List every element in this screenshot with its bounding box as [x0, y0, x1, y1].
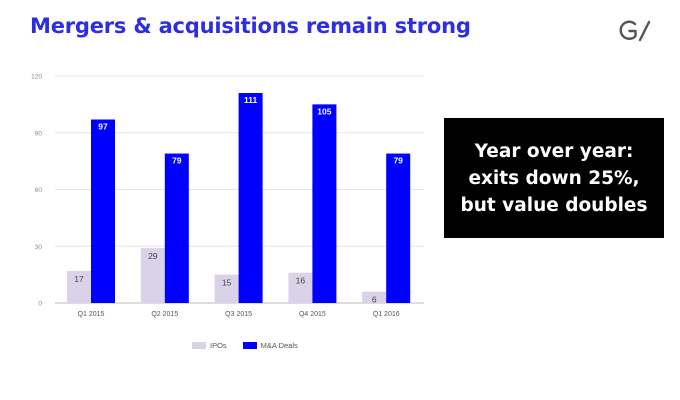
callout-text: Year over year: exits down 25%, but valu… [460, 140, 648, 216]
data-label-ipos: 15 [222, 278, 232, 288]
data-label-ipos: 17 [74, 274, 84, 284]
legend-item-ma-deals: M&A Deals [242, 341, 298, 350]
bar-ma-deals [312, 104, 337, 303]
bar-ma-deals [164, 153, 189, 303]
legend-label-ipos: IPOs [210, 341, 227, 350]
callout-box: Year over year: exits down 25%, but valu… [444, 118, 664, 238]
bar-ipos [67, 270, 91, 303]
bar-ipos [362, 291, 387, 303]
slide-title: Mergers & acquisitions remain strong [30, 14, 471, 38]
bar-ma-deals [91, 119, 115, 303]
bar-ipos [140, 248, 165, 303]
x-tick-label: Q2 2015 [151, 311, 178, 318]
y-tick-label: 90 [35, 130, 43, 137]
chart-legend: IPOs M&A Deals [192, 341, 314, 350]
bar-ipos [214, 274, 239, 303]
data-label-ma-deals: 105 [317, 106, 331, 116]
data-label-ipos: 29 [148, 251, 158, 261]
bar-ipos [288, 272, 313, 303]
x-tick-label: Q1 2016 [373, 311, 400, 318]
x-tick-label: Q1 2015 [78, 311, 105, 318]
bar-ma-deals [238, 93, 263, 304]
data-label-ipos: 16 [296, 276, 306, 286]
x-tick-label: Q4 2015 [299, 311, 326, 318]
y-tick-label: 30 [35, 244, 43, 251]
data-label-ma-deals: 97 [98, 122, 108, 132]
bar-ma-deals [386, 153, 411, 303]
data-label-ma-deals: 79 [393, 156, 403, 166]
g-slash-logo-icon [619, 20, 651, 42]
y-tick-label: 60 [35, 187, 43, 194]
x-tick-label: Q3 2015 [225, 311, 252, 318]
y-tick-label: 0 [38, 301, 42, 308]
legend-swatch-ipos [192, 342, 206, 349]
legend-item-ipos: IPOs [192, 341, 227, 350]
legend-swatch-ma-deals [242, 342, 257, 349]
y-tick-label: 120 [31, 74, 42, 81]
data-label-ipos: 6 [372, 295, 377, 305]
data-label-ma-deals: 111 [244, 95, 258, 105]
data-label-ma-deals: 79 [172, 156, 182, 166]
legend-label-ma-deals: M&A Deals [260, 341, 298, 350]
